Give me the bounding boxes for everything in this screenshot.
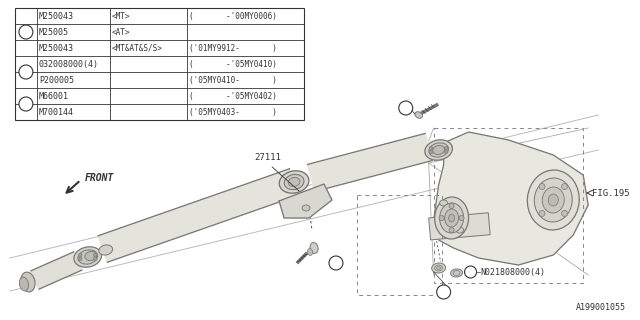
Ellipse shape [453, 270, 460, 276]
Circle shape [436, 285, 451, 299]
Text: ('05MY0403-       ): ('05MY0403- ) [189, 108, 277, 116]
Text: M66001: M66001 [39, 92, 69, 100]
Text: ('01MY9912-       ): ('01MY9912- ) [189, 44, 277, 52]
Text: 032008000(4): 032008000(4) [39, 60, 99, 68]
Ellipse shape [433, 145, 445, 155]
Text: M25005: M25005 [39, 28, 69, 36]
Text: <AT>: <AT> [111, 28, 130, 36]
Circle shape [449, 204, 454, 209]
Ellipse shape [456, 227, 463, 233]
Text: A199001055: A199001055 [576, 303, 626, 312]
Text: 27111: 27111 [254, 153, 281, 162]
Text: (       -'05MY0402): ( -'05MY0402) [189, 92, 277, 100]
Circle shape [19, 65, 33, 79]
Text: <MT&AT&S/S>: <MT&AT&S/S> [111, 44, 163, 52]
Ellipse shape [429, 143, 449, 157]
Ellipse shape [310, 243, 318, 253]
Ellipse shape [284, 174, 304, 190]
Circle shape [429, 146, 433, 150]
Circle shape [19, 25, 33, 39]
Ellipse shape [440, 200, 447, 206]
Circle shape [539, 211, 545, 216]
Ellipse shape [445, 209, 459, 227]
Ellipse shape [435, 197, 468, 239]
Polygon shape [307, 133, 432, 192]
Circle shape [561, 184, 568, 189]
Ellipse shape [84, 252, 97, 260]
Circle shape [449, 228, 454, 233]
Ellipse shape [19, 277, 29, 291]
Ellipse shape [20, 272, 35, 292]
Text: M250043: M250043 [39, 44, 74, 52]
Circle shape [444, 146, 448, 150]
Text: N: N [468, 268, 473, 276]
Circle shape [79, 253, 82, 257]
Polygon shape [31, 252, 82, 289]
Text: M250043: M250043 [39, 12, 74, 20]
Polygon shape [279, 184, 332, 218]
Ellipse shape [431, 263, 445, 273]
Circle shape [93, 257, 97, 261]
Ellipse shape [440, 203, 463, 233]
Text: 3: 3 [24, 100, 28, 108]
Ellipse shape [288, 177, 300, 187]
Ellipse shape [548, 194, 558, 206]
Circle shape [439, 215, 444, 220]
Ellipse shape [451, 269, 463, 277]
Text: N021808000(4): N021808000(4) [481, 268, 545, 276]
Ellipse shape [279, 171, 309, 193]
Ellipse shape [74, 247, 102, 267]
Text: P200005: P200005 [39, 76, 74, 84]
Ellipse shape [425, 140, 452, 160]
Ellipse shape [99, 245, 113, 255]
Circle shape [429, 150, 433, 154]
Circle shape [444, 150, 448, 154]
Text: <MT>: <MT> [111, 12, 130, 20]
Polygon shape [434, 132, 588, 265]
Circle shape [459, 215, 464, 220]
Bar [15, 8, 304, 120]
Bar [429, 213, 490, 240]
Text: 2: 2 [441, 287, 446, 297]
Ellipse shape [436, 267, 440, 269]
Ellipse shape [302, 205, 310, 211]
Text: FIG.195: FIG.195 [592, 188, 630, 197]
Circle shape [399, 101, 413, 115]
Circle shape [19, 97, 33, 111]
Circle shape [539, 184, 545, 189]
Ellipse shape [415, 112, 422, 118]
Ellipse shape [542, 187, 564, 213]
Text: 3: 3 [403, 103, 408, 113]
Circle shape [79, 257, 82, 261]
Text: 1: 1 [24, 28, 28, 36]
Circle shape [465, 266, 477, 278]
Bar [357, 195, 442, 295]
Ellipse shape [78, 250, 97, 264]
Text: M700144: M700144 [39, 108, 74, 116]
Circle shape [329, 256, 343, 270]
Text: (       -'00MY0006): ( -'00MY0006) [189, 12, 277, 20]
Circle shape [561, 211, 568, 216]
Bar [434, 128, 583, 283]
Polygon shape [98, 169, 299, 262]
Text: 1: 1 [333, 259, 339, 268]
Text: (       -'05MY0410): ( -'05MY0410) [189, 60, 277, 68]
Ellipse shape [435, 265, 443, 271]
Circle shape [93, 253, 97, 257]
Text: FRONT: FRONT [84, 173, 114, 183]
Ellipse shape [527, 170, 579, 230]
Ellipse shape [307, 249, 312, 255]
Text: 2: 2 [24, 68, 28, 76]
Ellipse shape [449, 214, 454, 222]
Text: ('05MY0410-       ): ('05MY0410- ) [189, 76, 277, 84]
Ellipse shape [534, 178, 572, 222]
